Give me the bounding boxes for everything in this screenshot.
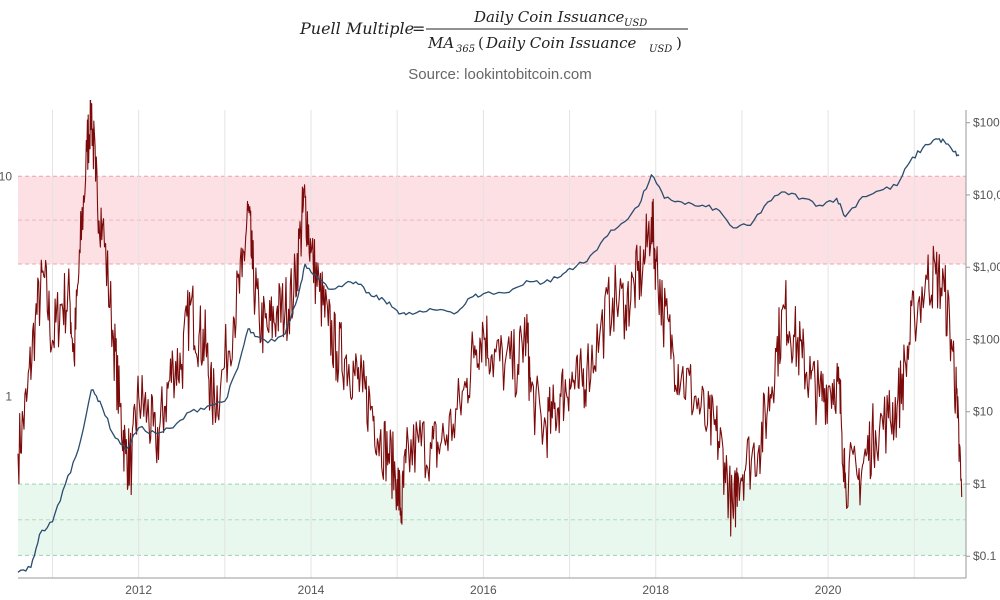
source-caption: Source: lookintobitcoin.com: [408, 66, 592, 83]
right-tick-label-5: $10,000: [973, 188, 1000, 202]
formula-numerator-sub: USD: [624, 18, 647, 29]
series-line-1: [17, 138, 960, 573]
grid: [51, 110, 915, 578]
formula-numerator: Daily Coin Issuance: [473, 8, 625, 26]
formula: Puell Multiple = Daily Coin Issuance USD…: [299, 8, 688, 55]
x-tick-label-4: 2020: [815, 583, 842, 597]
formula-denominator-text: Daily Coin Issuance: [485, 34, 637, 52]
right-tick-label-6: $100,000: [973, 116, 1000, 130]
formula-denominator-sub: USD: [649, 44, 672, 55]
right-tick-label-2: $10: [973, 405, 993, 419]
formula-denominator-close: ): [676, 34, 682, 52]
bands: [18, 175, 966, 556]
right-tick-label-0: $0.1: [973, 549, 997, 563]
left-tick-label-0: 1: [5, 390, 12, 404]
left-tick-label-1: 10: [0, 169, 12, 183]
x-tick-label-0: 2012: [125, 583, 152, 597]
formula-denominator-prefix-sub: 365: [456, 44, 475, 55]
formula-denominator-open: (: [478, 34, 484, 52]
chart: 2012 2014 2016 2018 2020 1 10 $0.1 $1 $10 $100 $1,0…: [0, 100, 1000, 597]
right-tick-label-1: $1: [973, 477, 987, 491]
x-tick-label-1: 2014: [298, 583, 325, 597]
formula-equals: =: [412, 19, 425, 38]
formula-lhs: Puell Multiple: [299, 19, 414, 38]
x-tick-label-2: 2016: [470, 583, 497, 597]
x-tick-label-3: 2018: [642, 583, 669, 597]
series-layer: [17, 100, 963, 573]
right-tick-label-4: $1,000: [973, 260, 1000, 274]
formula-denominator-prefix: MA: [427, 34, 454, 52]
band-0: [18, 176, 966, 264]
series-line-0: [17, 100, 963, 537]
band-1: [18, 484, 966, 556]
axes: [18, 110, 967, 579]
tick-labels: 2012 2014 2016 2018 2020 1 10 $0.1 $1 $10 $100 $1,0…: [0, 116, 1000, 597]
right-tick-label-3: $100: [973, 332, 1000, 346]
